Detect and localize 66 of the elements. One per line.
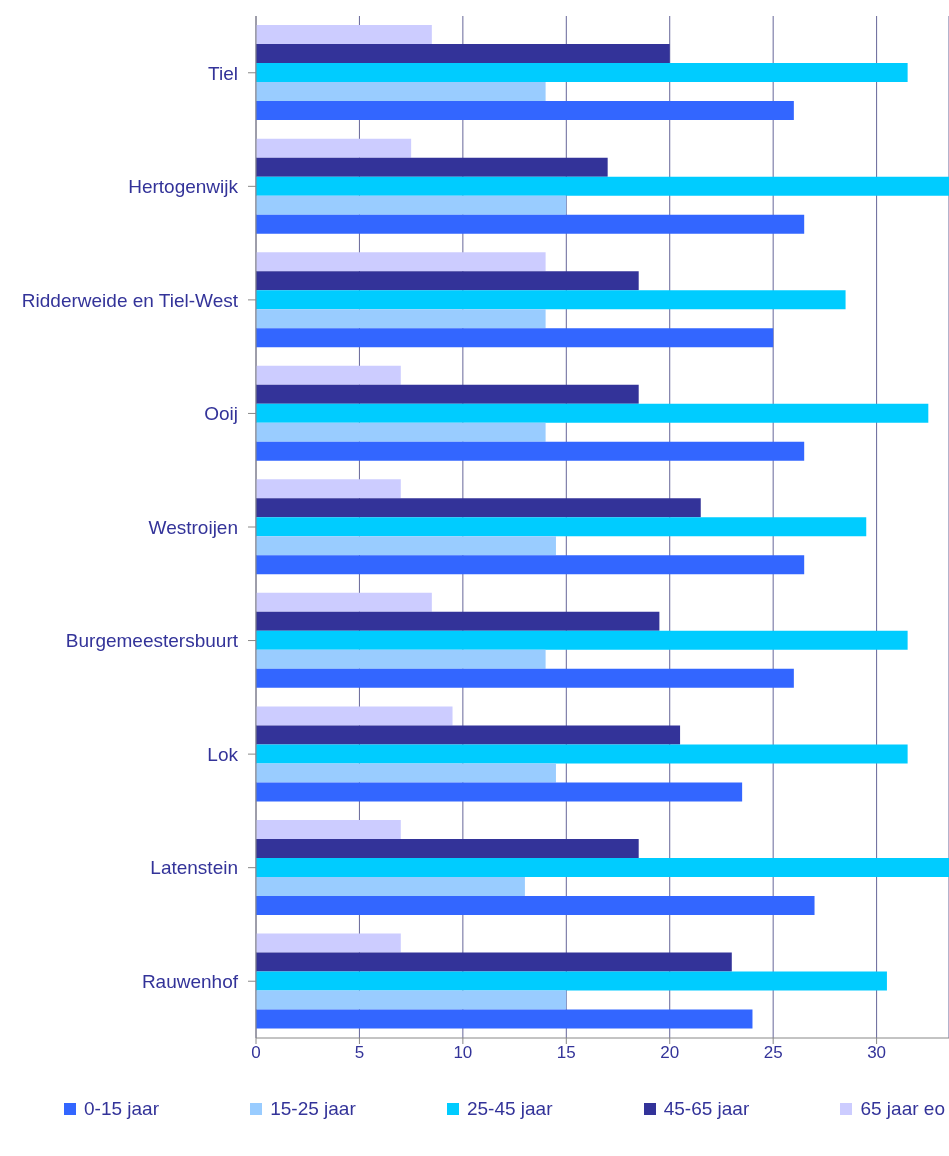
bar [256, 214, 805, 234]
y-tick-label: Tiel [208, 62, 238, 84]
y-tick-label: Hertogenwijk [128, 176, 239, 198]
bar [256, 271, 639, 291]
bar [256, 101, 794, 121]
bar [256, 176, 949, 196]
bar [256, 876, 525, 896]
bar [256, 195, 567, 215]
bar [256, 706, 453, 726]
bar [256, 763, 556, 783]
bar [256, 252, 546, 272]
bar [256, 63, 908, 83]
bar [256, 952, 732, 972]
bar [256, 668, 794, 688]
bar [256, 479, 401, 499]
bar [256, 328, 774, 348]
x-tick-label: 15 [556, 1043, 576, 1063]
bar [256, 782, 743, 802]
bar [256, 384, 639, 404]
x-tick-label: 10 [453, 1043, 473, 1063]
bar [256, 157, 608, 177]
bar [256, 933, 401, 953]
legend-label: 15-25 jaar [269, 1098, 356, 1120]
bar [256, 819, 401, 839]
bar [256, 555, 805, 575]
bar [256, 536, 556, 556]
y-tick-label: Lok [207, 743, 239, 765]
legend-label: 65 jaar eo [859, 1098, 945, 1120]
bar [256, 82, 546, 102]
y-tick-label: Ridderweide en Tiel-West [21, 289, 239, 311]
bar [256, 630, 908, 650]
bar [256, 309, 546, 329]
bar [256, 290, 846, 310]
bar [256, 895, 815, 915]
legend-label: 45-65 jaar [662, 1098, 750, 1120]
bar [256, 1009, 753, 1029]
bar [256, 592, 432, 612]
y-tick-label: Westroijen [148, 516, 238, 538]
x-tick-label: 30 [867, 1043, 887, 1063]
bar [256, 857, 949, 877]
x-tick-label: 5 [354, 1043, 365, 1063]
bar [256, 611, 660, 631]
bar [256, 44, 670, 64]
y-tick-label: Rauwenhof [141, 970, 239, 992]
bar [256, 838, 639, 858]
bar [256, 422, 546, 442]
bar [256, 403, 929, 423]
x-tick-label: 25 [763, 1043, 783, 1063]
bar [256, 649, 546, 669]
bar [256, 365, 401, 385]
legend-label: 0-15 jaar [83, 1098, 159, 1120]
y-tick-label: Ooij [204, 403, 238, 425]
bar [256, 744, 908, 764]
bar [256, 990, 567, 1010]
bar [256, 138, 412, 158]
bar [256, 971, 887, 991]
x-tick-label: 0 [251, 1043, 261, 1063]
bar [256, 25, 432, 45]
legend-label: 25-45 jaar [465, 1098, 553, 1120]
y-tick-label: Latenstein [150, 857, 238, 879]
bar [256, 517, 867, 537]
y-tick-label: Burgemeestersbuurt [65, 630, 239, 652]
bar [256, 441, 805, 461]
x-tick-label: 20 [660, 1043, 680, 1063]
bar [256, 498, 701, 518]
bar [256, 725, 681, 745]
